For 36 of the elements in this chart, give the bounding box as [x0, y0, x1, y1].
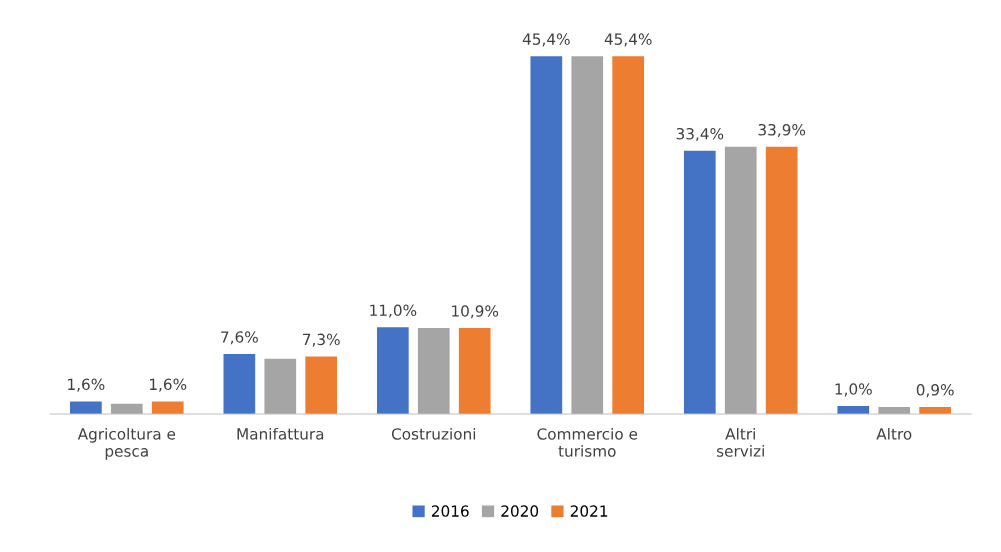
bar — [70, 401, 102, 414]
legend-label: 2020 — [501, 505, 539, 517]
data-label: 7,6% — [221, 331, 258, 345]
bar — [305, 356, 338, 414]
legend-label: 2016 — [431, 505, 469, 517]
bar — [837, 406, 870, 414]
x-tick-label: Commercio e turismo — [537, 427, 638, 457]
data-label: 0,9% — [916, 384, 954, 398]
bar — [376, 327, 409, 414]
bar — [530, 56, 563, 414]
data-label: 7,3% — [303, 333, 340, 347]
bar — [264, 358, 297, 414]
x-tick-label: Costruzioni — [391, 427, 476, 440]
x-tick-label: Manifattura — [237, 427, 324, 440]
bar — [458, 328, 491, 414]
bar — [151, 401, 184, 414]
data-label: 10,9% — [452, 305, 499, 319]
bar — [683, 150, 716, 414]
x-tick-label: Altri servizi — [716, 427, 764, 457]
bar — [223, 354, 256, 414]
bar — [417, 328, 450, 414]
x-tick-label: Agricoltura e pesca — [77, 427, 176, 460]
data-label: 1,6% — [68, 378, 105, 392]
bar — [571, 56, 604, 414]
data-label: 1,6% — [149, 378, 187, 392]
data-label: 33,4% — [676, 127, 724, 142]
bar — [612, 56, 645, 414]
bar — [765, 146, 798, 414]
x-tick-label: Altro — [876, 427, 912, 440]
data-label: 1,0% — [835, 383, 872, 397]
bar — [724, 146, 757, 414]
data-label: 45,4% — [522, 33, 570, 47]
data-label: 45,4% — [604, 33, 652, 47]
data-label: 11,0% — [370, 304, 417, 318]
legend-label: 2021 — [570, 505, 608, 517]
data-label: 33,9% — [758, 124, 806, 138]
